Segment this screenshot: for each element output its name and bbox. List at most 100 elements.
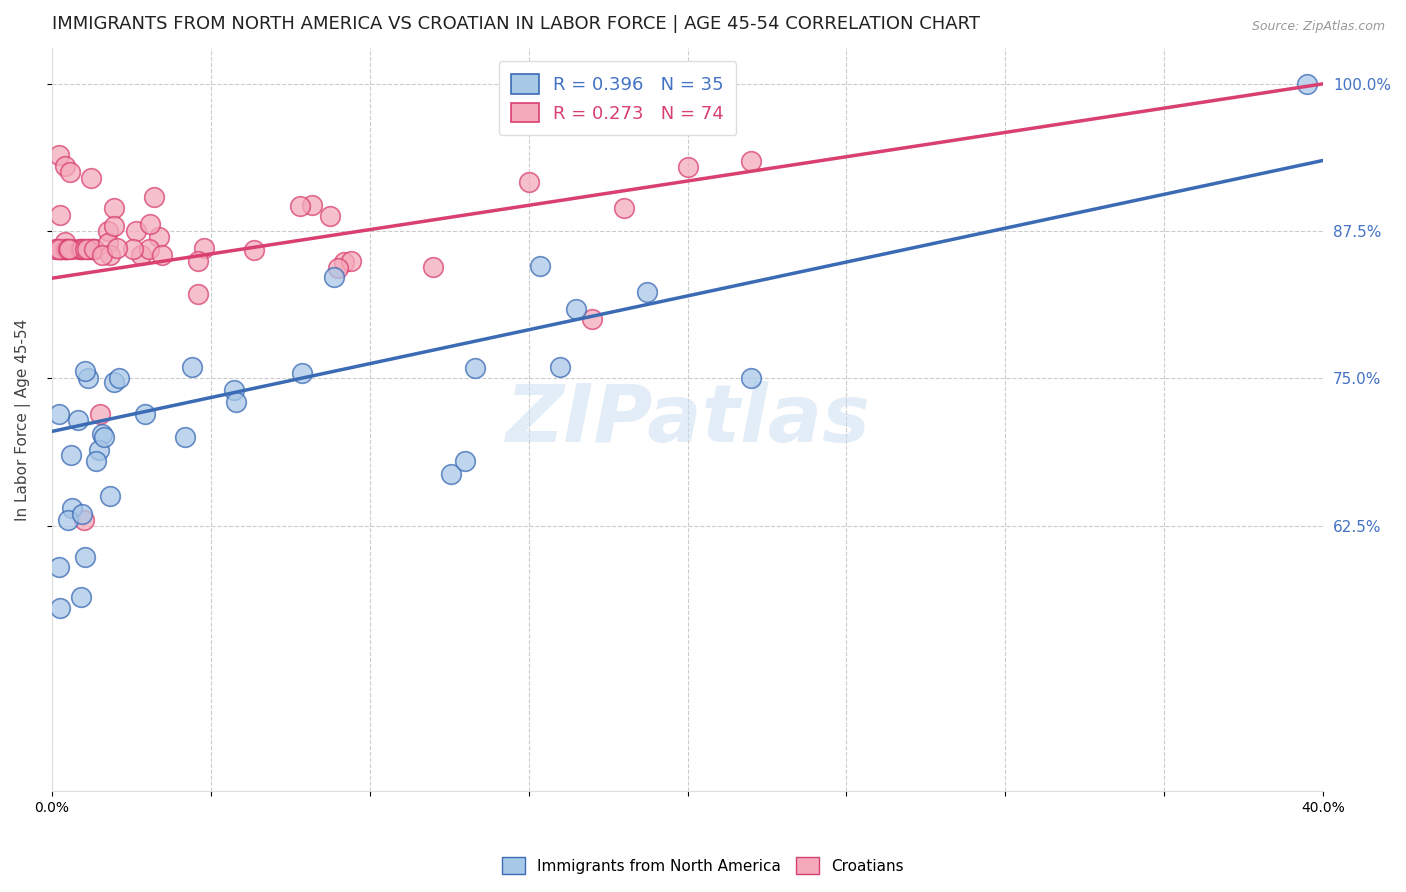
Point [55,242,77,256]
Point [676,161,699,175]
Point [143,190,166,204]
Point [98,247,121,261]
Point [76,371,98,385]
Point [48,242,70,256]
Point [53,235,76,249]
Point [80,242,103,256]
Point [75,549,97,564]
Point [529,259,551,273]
Point [122,242,145,256]
Point [60,242,83,256]
Point [62,501,84,516]
Point [82,242,104,256]
Point [53,242,76,256]
Point [52,242,75,256]
Point [83,242,105,256]
Point [291,366,314,380]
Point [56,242,79,256]
Legend: Immigrants from North America, Croatians: Immigrants from North America, Croatians [496,851,910,880]
Point [565,301,588,316]
Point [48,601,70,615]
Point [53,242,76,256]
Point [222,383,245,397]
Point [83,242,105,256]
Point [225,395,247,409]
Point [517,175,540,189]
Point [150,247,173,261]
Point [131,247,153,261]
Point [46,242,69,256]
Point [49,208,72,222]
Point [72,507,94,521]
Point [464,360,486,375]
Point [107,371,129,385]
Legend: R = 0.396   N = 35, R = 0.273   N = 74: R = 0.396 N = 35, R = 0.273 N = 74 [499,62,737,136]
Point [740,371,762,385]
Point [187,286,209,301]
Point [48,147,70,161]
Point [48,559,70,574]
Point [91,426,114,441]
Point [290,199,312,213]
Point [83,242,105,256]
Point [84,454,107,468]
Text: Source: ZipAtlas.com: Source: ZipAtlas.com [1251,20,1385,33]
Point [613,201,636,215]
Point [187,253,209,268]
Point [49,242,72,256]
Point [70,591,93,605]
Point [319,209,342,223]
Point [51,242,73,256]
Point [138,242,160,256]
Point [75,364,97,378]
Point [87,443,110,458]
Y-axis label: In Labor Force | Age 45-54: In Labor Force | Age 45-54 [15,318,31,521]
Point [440,467,463,481]
Point [174,430,197,444]
Point [333,255,356,269]
Point [90,247,112,261]
Point [103,201,125,215]
Point [180,359,202,374]
Point [55,242,77,256]
Point [51,242,73,256]
Point [301,198,323,212]
Point [53,159,76,173]
Point [56,513,79,527]
Point [93,430,115,444]
Point [76,242,98,256]
Point [550,359,572,374]
Point [60,448,83,462]
Point [66,412,89,426]
Point [72,242,94,256]
Point [148,230,170,244]
Point [134,407,156,421]
Point [58,242,80,256]
Point [89,407,111,421]
Point [72,242,94,256]
Point [97,224,120,238]
Point [67,242,90,256]
Point [636,285,658,299]
Point [49,242,72,256]
Point [103,219,125,233]
Point [422,260,444,274]
Point [70,242,93,256]
Point [243,244,266,258]
Point [1296,77,1319,91]
Point [76,242,98,256]
Text: ZIPatlas: ZIPatlas [505,381,870,458]
Point [59,165,82,179]
Point [139,217,162,231]
Point [79,171,101,186]
Point [97,235,120,250]
Point [340,254,363,268]
Point [73,242,96,256]
Point [72,513,94,527]
Point [98,489,121,503]
Point [103,375,125,389]
Point [80,242,103,256]
Text: IMMIGRANTS FROM NORTH AMERICA VS CROATIAN IN LABOR FORCE | AGE 45-54 CORRELATION: IMMIGRANTS FROM NORTH AMERICA VS CROATIA… [52,15,980,33]
Point [77,242,100,256]
Point [56,242,79,256]
